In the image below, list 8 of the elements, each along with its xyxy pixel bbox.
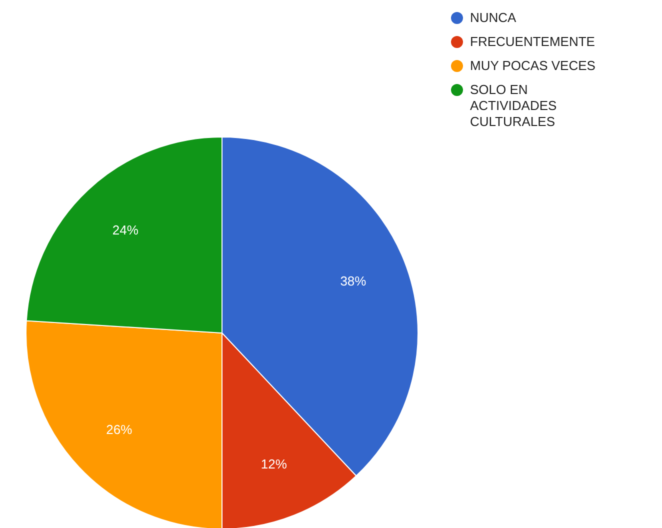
data-label: 26% — [106, 422, 133, 438]
legend-label: FRECUENTEMENTE — [470, 34, 595, 50]
data-label: 24% — [112, 222, 139, 238]
legend-label: SOLO EN ACTIVIDADES CULTURALES — [470, 82, 558, 130]
legend-label: NUNCA — [470, 10, 516, 26]
legend-label: MUY POCAS VECES — [470, 58, 596, 74]
data-label: 12% — [260, 456, 288, 472]
data-label: 38% — [340, 274, 367, 289]
